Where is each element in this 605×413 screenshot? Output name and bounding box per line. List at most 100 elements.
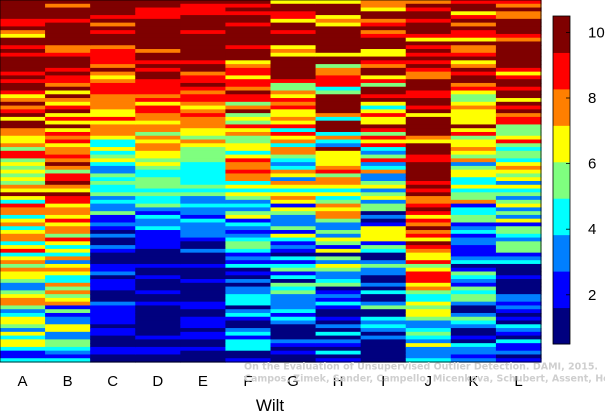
heatmap-cell (135, 86, 181, 92)
heatmap-cell (0, 271, 46, 276)
heatmap-cell (0, 199, 46, 205)
heatmap-cell (450, 188, 497, 193)
heatmap-cell (225, 7, 272, 12)
heatmap-cell (225, 328, 272, 333)
heatmap-cell (360, 222, 407, 227)
heatmap-cell (315, 256, 362, 261)
heatmap-cell (405, 7, 452, 12)
heatmap-cell (135, 241, 181, 246)
heatmap-cell (495, 328, 542, 333)
heatmap-cell (360, 165, 407, 171)
heatmap-cell (450, 226, 497, 231)
heatmap-cell (450, 222, 497, 227)
heatmap-cells (0, 0, 542, 363)
heatmap-cell (225, 309, 272, 314)
heatmap-cell (180, 222, 227, 227)
heatmap-cell (405, 116, 452, 122)
heatmap-cell (225, 184, 272, 190)
heatmap-cell (45, 346, 91, 352)
heatmap-cell (0, 173, 46, 178)
heatmap-cell (360, 207, 407, 212)
heatmap-cell (225, 82, 272, 88)
heatmap-cell (0, 143, 46, 148)
heatmap-cell (315, 45, 362, 50)
heatmap-cell (315, 41, 362, 46)
heatmap-cell (45, 15, 91, 20)
heatmap-cell (225, 230, 272, 235)
heatmap-cell (225, 64, 272, 69)
heatmap-cell (180, 331, 227, 337)
heatmap-cell (0, 33, 46, 39)
heatmap-cell (0, 105, 46, 110)
heatmap-cell (360, 105, 407, 110)
heatmap-cell (45, 162, 91, 167)
heatmap-cell (405, 271, 452, 276)
heatmap-cell (360, 301, 407, 307)
heatmap-cell (270, 18, 317, 24)
heatmap-cell (270, 214, 317, 220)
heatmap-cell (0, 90, 46, 95)
heatmap-cell (360, 71, 407, 77)
heatmap-cell (315, 218, 362, 224)
heatmap-cell (360, 328, 407, 333)
heatmap-cell (225, 271, 272, 276)
heatmap-cell (450, 147, 497, 152)
heatmap-cell (45, 211, 91, 216)
heatmap-cell (0, 82, 46, 88)
heatmap-cell (360, 218, 407, 224)
heatmap-cell (315, 282, 362, 288)
heatmap-cell (180, 252, 227, 258)
heatmap-cell (45, 290, 91, 295)
heatmap-cell (450, 26, 497, 31)
heatmap-cell (405, 260, 452, 265)
heatmap-cell (450, 218, 497, 224)
heatmap-cell (450, 207, 497, 212)
heatmap-cell (90, 275, 136, 280)
heatmap-cell (225, 286, 272, 291)
heatmap-cell (270, 218, 317, 224)
heatmap-cell (90, 222, 136, 227)
x-tick-label: A (17, 373, 27, 390)
heatmap-cell (135, 290, 181, 295)
heatmap-cell (495, 316, 542, 322)
heatmap-cell (45, 147, 91, 152)
heatmap-cell (45, 116, 91, 122)
heatmap-cell (135, 282, 181, 288)
heatmap-cell (315, 248, 362, 254)
heatmap-cell (180, 169, 227, 175)
colorbar-segment (553, 52, 570, 90)
heatmap-cell (45, 222, 91, 227)
heatmap-cell (315, 165, 362, 171)
colorbar (552, 15, 571, 345)
heatmap-cell (315, 131, 362, 137)
heatmap-cell (180, 45, 227, 50)
heatmap-cell (360, 350, 407, 356)
heatmap-cell (225, 11, 272, 16)
heatmap-cell (450, 275, 497, 280)
heatmap-cell (495, 290, 542, 295)
heatmap-cell (495, 271, 542, 276)
heatmap-cell (0, 324, 46, 329)
heatmap-cell (90, 131, 136, 137)
heatmap-cell (270, 162, 317, 167)
heatmap-cell (135, 173, 181, 178)
heatmap-cell (225, 214, 272, 220)
heatmap-cell (135, 90, 181, 95)
heatmap-cell (90, 0, 136, 5)
heatmap-cell (405, 33, 452, 39)
heatmap-cell (225, 297, 272, 303)
heatmap-cell (315, 324, 362, 329)
heatmap-cell (225, 211, 272, 216)
heatmap-cell (270, 275, 317, 280)
heatmap-cell (45, 305, 91, 310)
heatmap-cell (315, 346, 362, 352)
heatmap-cell (270, 267, 317, 273)
heatmap-cell (45, 158, 91, 163)
heatmap-cell (495, 294, 542, 299)
heatmap-cell (450, 177, 497, 182)
heatmap-cell (405, 267, 452, 273)
heatmap-cell (495, 169, 542, 175)
heatmap-cell (450, 120, 497, 126)
heatmap-cell (450, 214, 497, 220)
heatmap-cell (405, 301, 452, 307)
